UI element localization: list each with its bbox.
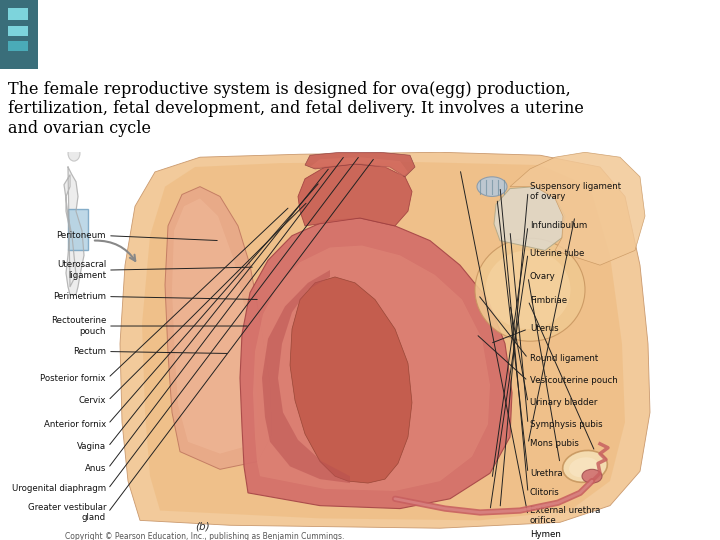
Ellipse shape xyxy=(569,457,599,477)
Text: fertilization, fetal development, and fetal delivery. It involves a uterine: fertilization, fetal development, and fe… xyxy=(8,100,584,118)
Text: Mons pubis: Mons pubis xyxy=(530,440,579,448)
Ellipse shape xyxy=(477,177,507,197)
Text: Cervix: Cervix xyxy=(78,396,106,405)
Text: Perimetrium: Perimetrium xyxy=(53,292,106,301)
Polygon shape xyxy=(290,277,412,483)
Text: Urogenital diaphragm: Urogenital diaphragm xyxy=(12,484,106,494)
Polygon shape xyxy=(240,218,512,509)
Text: Uterosacral
ligament: Uterosacral ligament xyxy=(57,260,106,280)
Polygon shape xyxy=(510,152,645,265)
Text: Clitoris: Clitoris xyxy=(530,488,559,497)
Text: Ovary: Ovary xyxy=(530,273,556,281)
Text: Uterus: Uterus xyxy=(530,325,559,334)
Polygon shape xyxy=(310,157,408,177)
Bar xyxy=(0,0,38,69)
Text: External urethra
orifice: External urethra orifice xyxy=(530,506,600,525)
Ellipse shape xyxy=(562,450,608,482)
Text: Female Reproductive Structures: Female Reproductive Structures xyxy=(48,22,505,46)
Polygon shape xyxy=(305,152,415,177)
Text: Rectum: Rectum xyxy=(73,347,106,356)
Polygon shape xyxy=(172,198,258,454)
Polygon shape xyxy=(120,152,650,528)
Ellipse shape xyxy=(485,251,570,329)
Text: Suspensory ligament
of ovary: Suspensory ligament of ovary xyxy=(530,182,621,201)
Text: Anterior fornix: Anterior fornix xyxy=(44,420,106,429)
Text: Fimbriae: Fimbriae xyxy=(530,296,567,305)
Polygon shape xyxy=(64,167,84,295)
Ellipse shape xyxy=(475,238,585,341)
Text: Peritoneum: Peritoneum xyxy=(56,231,106,240)
Text: Vesicouterine pouch: Vesicouterine pouch xyxy=(530,376,618,386)
Text: Copyright © Pearson Education, Inc., publishing as Benjamin Cummings.: Copyright © Pearson Education, Inc., pub… xyxy=(65,531,344,540)
Text: Anus: Anus xyxy=(85,464,106,473)
Text: Vagina: Vagina xyxy=(77,442,106,451)
Text: Urethra: Urethra xyxy=(530,469,562,478)
Text: Round ligament: Round ligament xyxy=(530,354,598,363)
Text: (b): (b) xyxy=(195,521,210,531)
Polygon shape xyxy=(142,162,625,521)
Polygon shape xyxy=(253,246,490,491)
FancyArrowPatch shape xyxy=(95,240,135,261)
Bar xyxy=(8,26,28,36)
Polygon shape xyxy=(165,187,272,469)
Polygon shape xyxy=(262,270,350,483)
Text: Infundibulum: Infundibulum xyxy=(530,221,588,231)
Text: Urinary bladder: Urinary bladder xyxy=(530,398,598,407)
Text: Symphysis pubis: Symphysis pubis xyxy=(530,420,603,429)
Text: Rectouterine
pouch: Rectouterine pouch xyxy=(50,316,106,336)
Polygon shape xyxy=(494,187,565,251)
Bar xyxy=(8,8,28,20)
Text: and ovarian cycle: and ovarian cycle xyxy=(8,120,151,137)
Text: The female reproductive system is designed for ova(egg) production,: The female reproductive system is design… xyxy=(8,80,571,98)
Text: Hymen: Hymen xyxy=(530,530,561,538)
Text: Posterior fornix: Posterior fornix xyxy=(40,374,106,382)
Ellipse shape xyxy=(582,469,602,483)
Text: Greater vestibular
gland: Greater vestibular gland xyxy=(27,503,106,522)
Text: Uterine tube: Uterine tube xyxy=(530,249,585,258)
Ellipse shape xyxy=(68,145,80,161)
Bar xyxy=(8,42,28,51)
Bar xyxy=(68,209,88,251)
Polygon shape xyxy=(298,164,412,226)
